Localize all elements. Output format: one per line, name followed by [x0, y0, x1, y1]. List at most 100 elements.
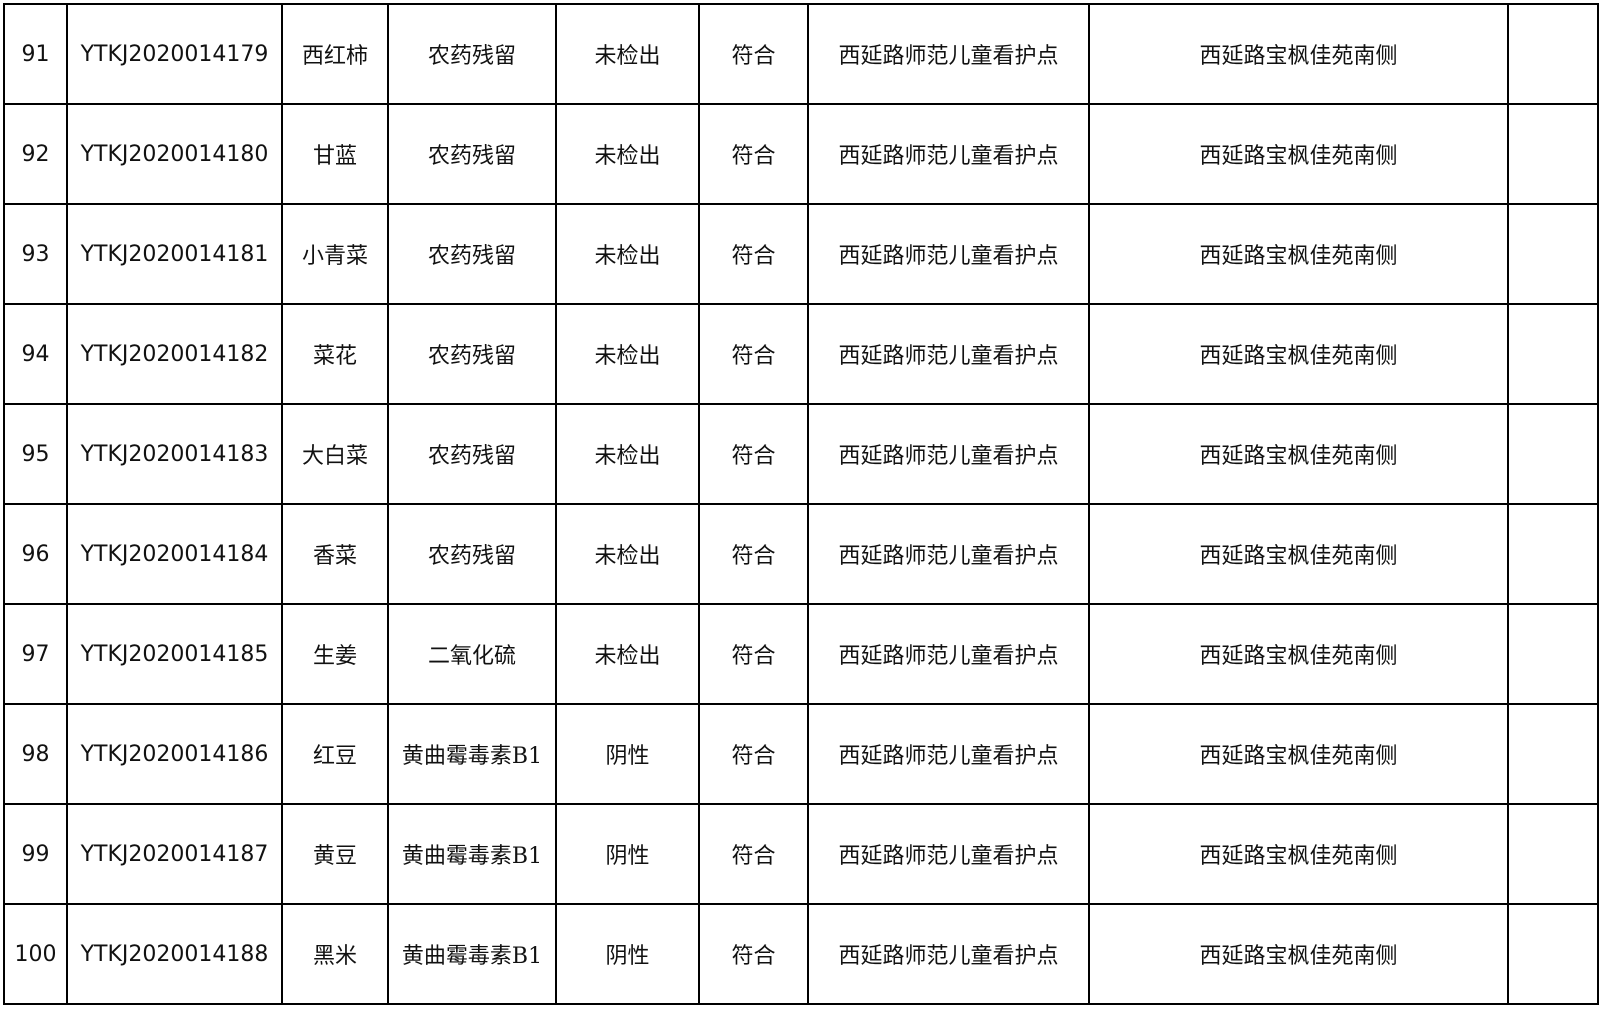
- row-number: 96: [3, 503, 68, 605]
- row-number: 99: [3, 803, 68, 905]
- sampling-site: 西延路师范儿童看护点: [807, 803, 1090, 905]
- test-result: 未检出: [555, 203, 700, 305]
- location: 西延路宝枫佳苑南侧: [1088, 203, 1509, 305]
- sample-name: 小青菜: [281, 203, 389, 305]
- sampling-site: 西延路师范儿童看护点: [807, 403, 1090, 505]
- table: 91 YTKJ2020014179 西红柿 农药残留 未检出 符合 西延路师范儿童看护点 西延…: [3, 3, 1599, 1005]
- row-number: 93: [3, 203, 68, 305]
- test-result: 阴性: [555, 903, 700, 1005]
- empty-cell: [1507, 103, 1599, 205]
- sampling-site: 西延路师范儿童看护点: [807, 603, 1090, 705]
- test-result: 未检出: [555, 103, 700, 205]
- test-result: 未检出: [555, 3, 700, 105]
- conclusion: 符合: [698, 403, 809, 505]
- test-item: 农药残留: [387, 103, 557, 205]
- table-row: 100 YTKJ2020014188 黑米 黄曲霉毒素B1 阴性 符合 西延路师范儿童看护点…: [3, 903, 1599, 1005]
- sampling-site: 西延路师范儿童看护点: [807, 903, 1090, 1005]
- location: 西延路宝枫佳苑南侧: [1088, 803, 1509, 905]
- table-row: 93 YTKJ2020014181 小青菜 农药残留 未检出 符合 西延路师范儿童看护点 西延…: [3, 203, 1599, 305]
- sample-id: YTKJ2020014180: [66, 103, 283, 205]
- row-number: 98: [3, 703, 68, 805]
- test-item: 黄曲霉毒素B1: [387, 803, 557, 905]
- sample-id: YTKJ2020014184: [66, 503, 283, 605]
- empty-cell: [1507, 903, 1599, 1005]
- empty-cell: [1507, 703, 1599, 805]
- test-item: 农药残留: [387, 403, 557, 505]
- conclusion: 符合: [698, 203, 809, 305]
- sampling-site: 西延路师范儿童看护点: [807, 503, 1090, 605]
- sample-name: 黄豆: [281, 803, 389, 905]
- conclusion: 符合: [698, 803, 809, 905]
- location: 西延路宝枫佳苑南侧: [1088, 503, 1509, 605]
- conclusion: 符合: [698, 103, 809, 205]
- location: 西延路宝枫佳苑南侧: [1088, 3, 1509, 105]
- test-item: 农药残留: [387, 203, 557, 305]
- empty-cell: [1507, 403, 1599, 505]
- conclusion: 符合: [698, 603, 809, 705]
- table-row: 94 YTKJ2020014182 菜花 农药残留 未检出 符合 西延路师范儿童看护点 西延路…: [3, 303, 1599, 405]
- sampling-site: 西延路师范儿童看护点: [807, 3, 1090, 105]
- empty-cell: [1507, 303, 1599, 405]
- test-result: 阴性: [555, 803, 700, 905]
- test-result: 未检出: [555, 403, 700, 505]
- sample-name: 大白菜: [281, 403, 389, 505]
- sample-name: 菜花: [281, 303, 389, 405]
- test-item: 二氧化硫: [387, 603, 557, 705]
- row-number: 97: [3, 603, 68, 705]
- sample-id: YTKJ2020014187: [66, 803, 283, 905]
- table-row: 96 YTKJ2020014184 香菜 农药残留 未检出 符合 西延路师范儿童看护点 西延路…: [3, 503, 1599, 605]
- table-row: 91 YTKJ2020014179 西红柿 农药残留 未检出 符合 西延路师范儿童看护点 西延…: [3, 3, 1599, 105]
- empty-cell: [1507, 3, 1599, 105]
- test-result: 未检出: [555, 503, 700, 605]
- sample-id: YTKJ2020014183: [66, 403, 283, 505]
- sampling-site: 西延路师范儿童看护点: [807, 303, 1090, 405]
- conclusion: 符合: [698, 703, 809, 805]
- location: 西延路宝枫佳苑南侧: [1088, 703, 1509, 805]
- sampling-site: 西延路师范儿童看护点: [807, 703, 1090, 805]
- test-item: 黄曲霉毒素B1: [387, 903, 557, 1005]
- sampling-site: 西延路师范儿童看护点: [807, 203, 1090, 305]
- sample-id: YTKJ2020014181: [66, 203, 283, 305]
- row-number: 100: [3, 903, 68, 1005]
- table-row: 99 YTKJ2020014187 黄豆 黄曲霉毒素B1 阴性 符合 西延路师范儿童看护点西…: [3, 803, 1599, 905]
- sample-id: YTKJ2020014185: [66, 603, 283, 705]
- test-result: 未检出: [555, 603, 700, 705]
- row-number: 95: [3, 403, 68, 505]
- sample-id: YTKJ2020014188: [66, 903, 283, 1005]
- sampling-site: 西延路师范儿童看护点: [807, 103, 1090, 205]
- sample-name: 红豆: [281, 703, 389, 805]
- test-result: 阴性: [555, 703, 700, 805]
- empty-cell: [1507, 803, 1599, 905]
- sample-id: YTKJ2020014182: [66, 303, 283, 405]
- table-row: 95 YTKJ2020014183 大白菜 农药残留 未检出 符合 西延路师范儿童看护点 西延…: [3, 403, 1599, 505]
- sample-name: 生姜: [281, 603, 389, 705]
- conclusion: 符合: [698, 303, 809, 405]
- table-row: 92 YTKJ2020014180 甘蓝 农药残留 未检出 符合 西延路师范儿童看护点 西延路…: [3, 103, 1599, 205]
- sample-name: 西红柿: [281, 3, 389, 105]
- conclusion: 符合: [698, 503, 809, 605]
- location: 西延路宝枫佳苑南侧: [1088, 103, 1509, 205]
- location: 西延路宝枫佳苑南侧: [1088, 403, 1509, 505]
- empty-cell: [1507, 503, 1599, 605]
- sample-id: YTKJ2020014179: [66, 3, 283, 105]
- sample-id: YTKJ2020014186: [66, 703, 283, 805]
- test-item: 农药残留: [387, 503, 557, 605]
- location: 西延路宝枫佳苑南侧: [1088, 303, 1509, 405]
- table-row: 97 YTKJ2020014185 生姜 二氧化硫 未检出 符合 西延路师范儿童看护点 西延路…: [3, 603, 1599, 705]
- row-number: 91: [3, 3, 68, 105]
- table-row: 98 YTKJ2020014186 红豆 黄曲霉毒素B1 阴性 符合 西延路师范儿童看护点西…: [3, 703, 1599, 805]
- sample-name: 香菜: [281, 503, 389, 605]
- empty-cell: [1507, 603, 1599, 705]
- sample-name: 甘蓝: [281, 103, 389, 205]
- test-result: 未检出: [555, 303, 700, 405]
- test-item: 黄曲霉毒素B1: [387, 703, 557, 805]
- location: 西延路宝枫佳苑南侧: [1088, 903, 1509, 1005]
- empty-cell: [1507, 203, 1599, 305]
- location: 西延路宝枫佳苑南侧: [1088, 603, 1509, 705]
- test-item: 农药残留: [387, 303, 557, 405]
- conclusion: 符合: [698, 903, 809, 1005]
- row-number: 92: [3, 103, 68, 205]
- conclusion: 符合: [698, 3, 809, 105]
- sample-name: 黑米: [281, 903, 389, 1005]
